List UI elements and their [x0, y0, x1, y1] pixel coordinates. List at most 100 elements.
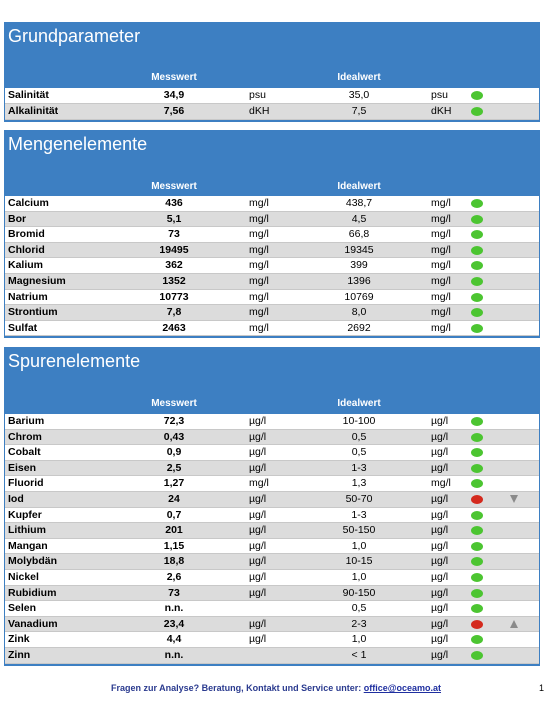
status-dot	[471, 107, 483, 116]
cell: Chlorid	[8, 243, 45, 256]
cell: 1,27	[163, 477, 185, 490]
cell: µg/l	[431, 430, 449, 443]
cell: mg/l	[431, 243, 451, 256]
cell: Lithium	[8, 524, 46, 537]
column-header: Messwert	[151, 181, 197, 192]
table-row: Lithium 201 µg/l 50-150 µg/l	[5, 523, 539, 539]
cell: 1,15	[163, 539, 185, 552]
status-dot	[471, 526, 483, 536]
cell: 2692	[347, 321, 371, 334]
cell: 7,8	[166, 306, 182, 319]
cell: 35,0	[348, 89, 370, 101]
cell: µg/l	[249, 633, 267, 646]
cell: Calcium	[8, 197, 49, 209]
cell: Strontium	[8, 306, 58, 319]
cell: mg/l	[431, 477, 451, 490]
table-row: Natrium 10773 mg/l 10769 mg/l	[5, 289, 539, 306]
cell: 50-70	[345, 493, 373, 505]
column-header: Idealwert	[337, 72, 381, 83]
status-dot	[471, 323, 483, 333]
status-dot	[471, 91, 483, 100]
cell: 10769	[344, 290, 374, 303]
cell: mg/l	[249, 290, 269, 303]
cell: psu	[431, 89, 448, 101]
cell: 1-3	[351, 508, 367, 521]
cell: µg/l	[431, 571, 449, 583]
status-dot	[471, 557, 483, 567]
trend-arrow	[510, 619, 518, 628]
table-row: Chlorid 19495 mg/l 19345 mg/l	[5, 242, 539, 259]
status-dot	[471, 651, 483, 660]
cell: mg/l	[249, 197, 269, 209]
cell: 2,6	[166, 571, 182, 583]
status-dot	[471, 495, 483, 504]
cell: Alkalinität	[8, 105, 59, 117]
cell: 18,8	[163, 555, 185, 568]
status-dot	[471, 448, 483, 458]
cell: µg/l	[249, 508, 267, 521]
cell: mg/l	[431, 197, 451, 209]
cell: Vanadium	[8, 617, 58, 630]
cell: mg/l	[249, 477, 269, 490]
cell: µg/l	[249, 617, 267, 630]
cell: Iod	[8, 493, 24, 505]
status-dot	[471, 292, 483, 302]
cell: µg/l	[249, 493, 267, 505]
table-row: Zinn n.n. < 1 µg/l	[5, 648, 539, 664]
cell: 8,0	[351, 306, 367, 319]
cell: µg/l	[249, 586, 267, 599]
status-dot	[471, 261, 483, 271]
cell: < 1	[351, 649, 367, 661]
cell: µg/l	[431, 461, 449, 474]
cell: µg/l	[249, 555, 267, 568]
cell: Mangan	[8, 539, 48, 552]
cell: µg/l	[431, 586, 449, 599]
table-row: Cobalt 0,9 µg/l 0,5 µg/l	[5, 445, 539, 461]
cell: µg/l	[431, 539, 449, 552]
cell: µg/l	[249, 430, 267, 443]
section-title: Grundparameter	[8, 26, 141, 46]
table-row: Kupfer 0,7 µg/l 1-3 µg/l	[5, 507, 539, 524]
status-dot	[471, 619, 483, 629]
cell: Cobalt	[8, 446, 41, 459]
page-number: 1	[539, 683, 545, 693]
table-row: Magnesium 1352 mg/l 1396 mg/l	[5, 274, 539, 290]
cell: 2463	[162, 321, 186, 334]
cell: 34,9	[163, 89, 185, 101]
cell: Zinn	[8, 649, 31, 661]
status-dot	[471, 588, 483, 598]
cell: mg/l	[431, 306, 451, 319]
cell: Kupfer	[8, 508, 42, 521]
status-dot	[471, 573, 483, 582]
status-dot	[471, 214, 483, 224]
cell: Natrium	[8, 290, 48, 303]
status-dot	[471, 432, 483, 442]
cell: µg/l	[431, 617, 449, 630]
cell: 0,43	[163, 430, 185, 443]
cell: 73	[168, 586, 180, 599]
cell: Bor	[8, 212, 27, 225]
cell: µg/l	[431, 649, 449, 661]
cell: Nickel	[8, 571, 39, 583]
status-dot	[471, 308, 483, 318]
cell: mg/l	[431, 228, 451, 241]
cell: µg/l	[431, 633, 449, 646]
cell: dKH	[431, 105, 452, 117]
cell: mg/l	[249, 321, 269, 334]
cell: 1,0	[351, 539, 367, 552]
cell: mg/l	[249, 275, 269, 287]
email-link[interactable]: office@oceamo.at	[363, 683, 441, 693]
table-row: Alkalinität 7,56 dKH 7,5 dKH	[5, 104, 539, 120]
table-row: Mangan 1,15 µg/l 1,0 µg/l	[5, 538, 539, 555]
status-dot	[471, 417, 483, 426]
cell: 2,5	[166, 461, 182, 474]
footer: Fragen zur Analyse? Beratung, Kontakt un…	[0, 683, 552, 693]
cell: n.n.	[164, 602, 184, 615]
table-row: Selen n.n. 0,5 µg/l	[5, 601, 539, 617]
cell: µg/l	[249, 461, 267, 474]
table-row: Bromid 73 mg/l 66,8 mg/l	[5, 227, 539, 243]
cell: 2-3	[351, 617, 367, 630]
table-row: Iod 24 µg/l 50-70 µg/l	[5, 492, 539, 508]
table-row: Eisen 2,5 µg/l 1-3 µg/l	[5, 460, 539, 477]
